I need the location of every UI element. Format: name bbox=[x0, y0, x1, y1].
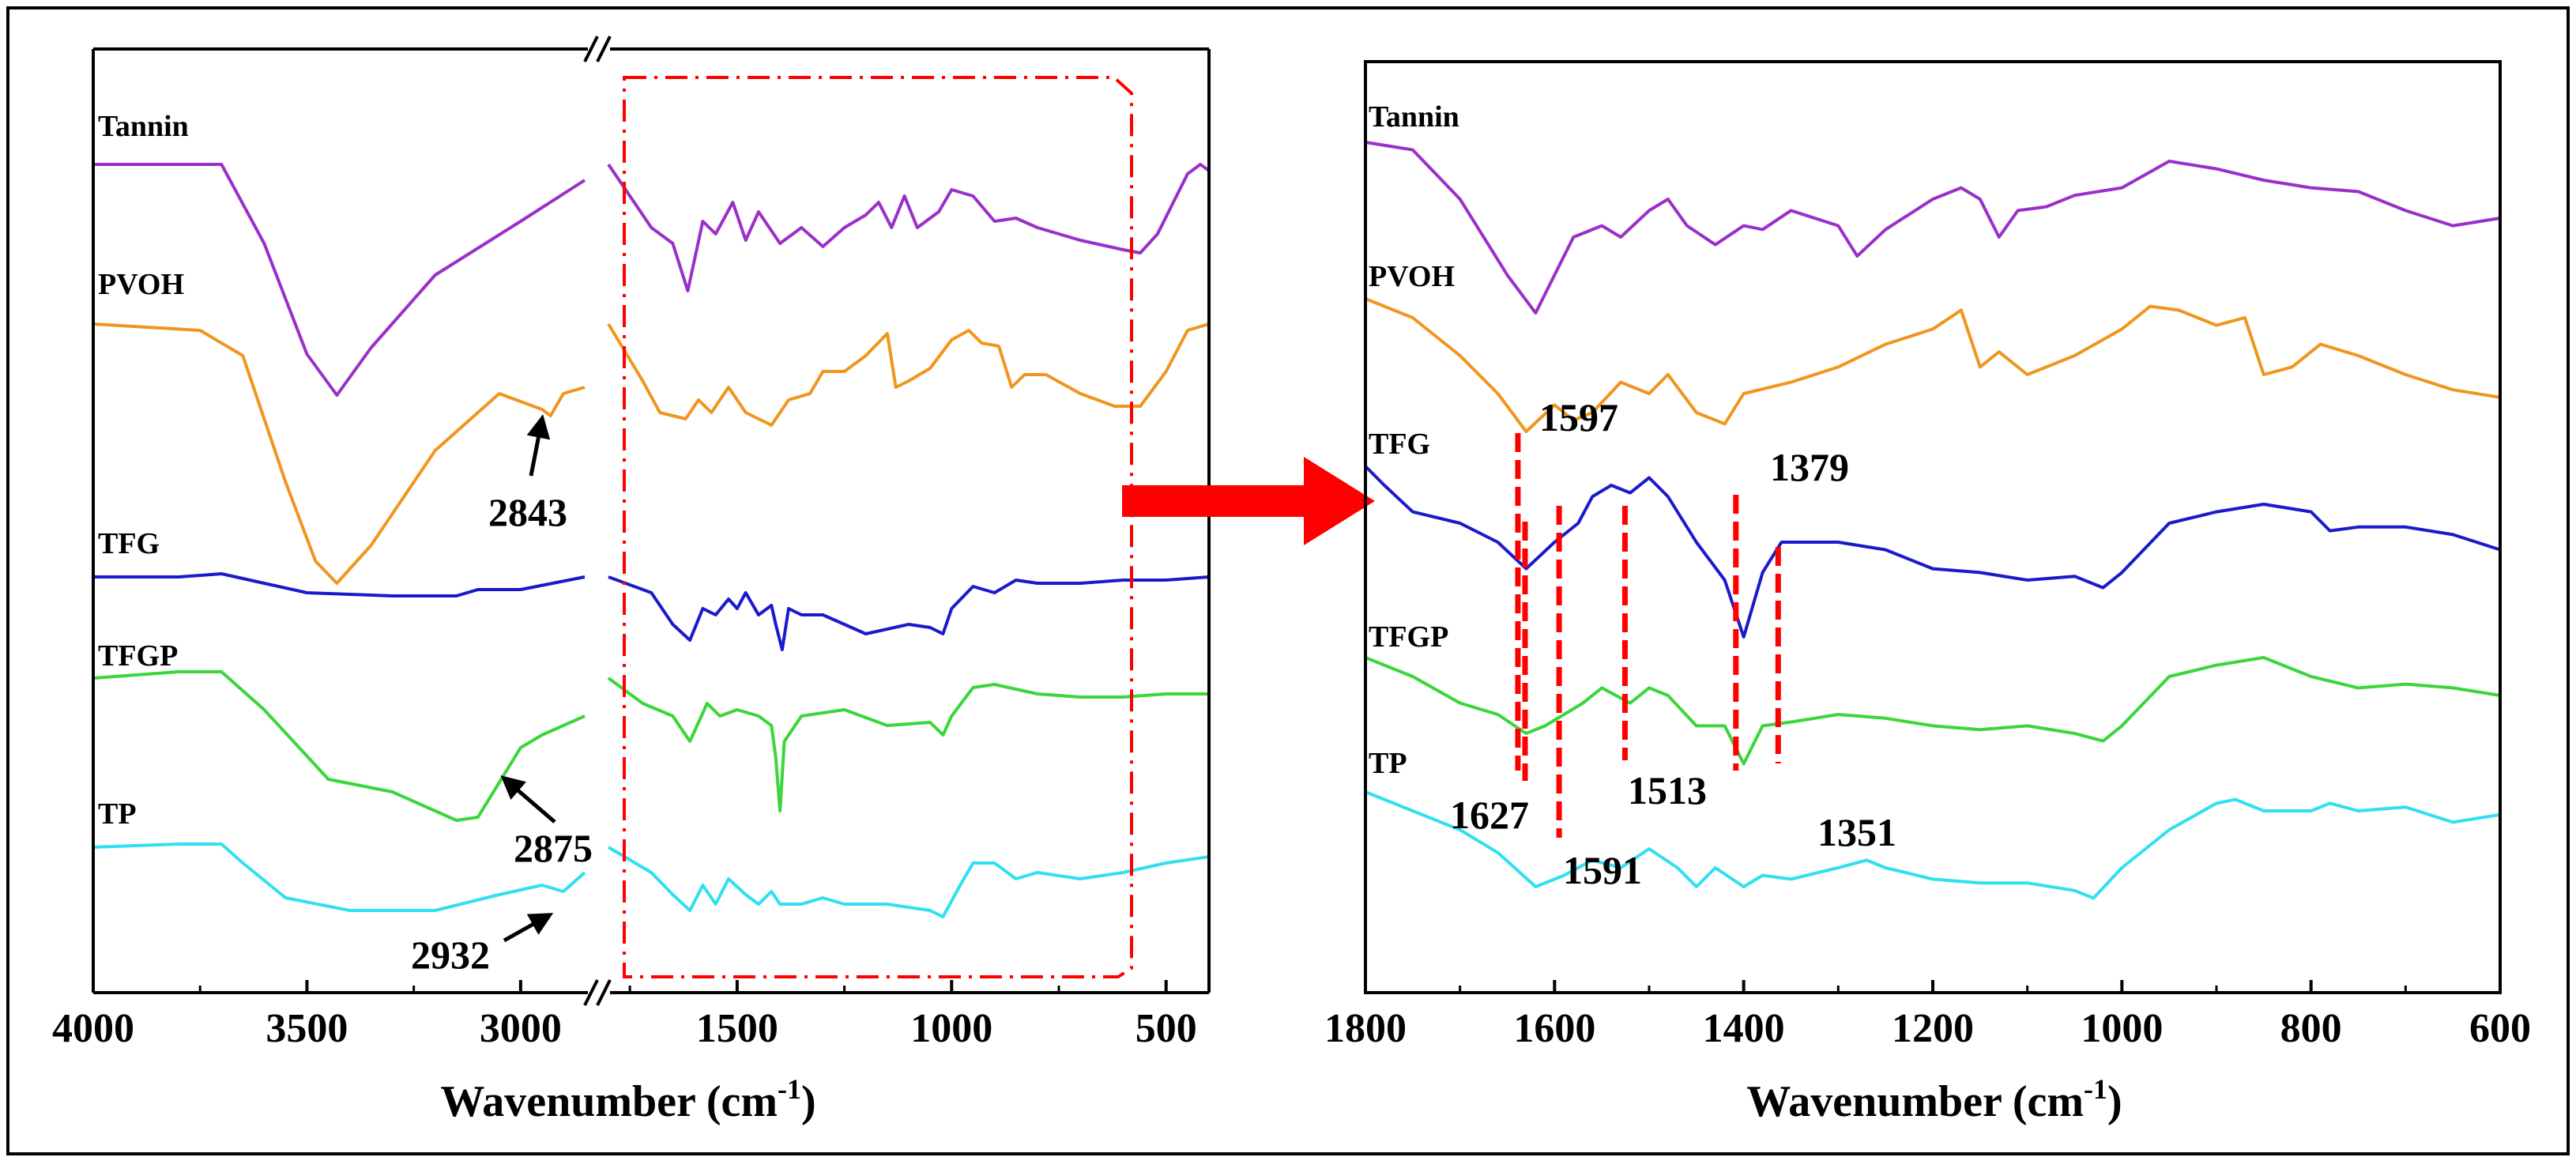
right-axes: 1800 1600 1400 1200 1000 800 600 bbox=[1324, 60, 2531, 1051]
left-x-tick-label-4000: 4000 bbox=[52, 1006, 134, 1051]
left-x-tick-label-3000: 3000 bbox=[480, 1006, 562, 1051]
axis-break-mark-bottom-0 bbox=[583, 979, 599, 1006]
zoom-arrow bbox=[1122, 457, 1375, 545]
left-annotation-arrow-2932 bbox=[503, 913, 554, 943]
axis-break-mark-bottom-1 bbox=[596, 979, 612, 1006]
left-series-line-pvoh-oh-region bbox=[92, 322, 586, 585]
left-series-label-tfgp: TFGP bbox=[98, 639, 178, 673]
left-series-label-tp: TP bbox=[98, 797, 137, 831]
zoom-arrow-head bbox=[1304, 457, 1375, 545]
peak-marker-label-1513: 1513 bbox=[1628, 768, 1707, 812]
outer-border bbox=[6, 6, 2570, 1155]
left-x-axis-title: Wavenumber (cm-1) bbox=[440, 1073, 815, 1126]
zoom-region-box bbox=[623, 76, 1133, 978]
left-series-line-tfgp-fingerprint bbox=[607, 677, 1209, 812]
axis-break-mark-top-1 bbox=[596, 36, 612, 62]
right-x-tick-label-1400: 1400 bbox=[1703, 1006, 1785, 1051]
right-x-tick-label-800: 800 bbox=[2280, 1006, 2342, 1051]
left-annotations: 2843 2875 2932 bbox=[411, 414, 593, 977]
right-series-line-tannin bbox=[1365, 141, 2501, 315]
left-axes: 4000 3500 3000 1500 1000 500 bbox=[52, 36, 1211, 1051]
left-annotation-2932: 2932 bbox=[411, 933, 490, 977]
left-x-axis-title-close: ) bbox=[801, 1077, 816, 1126]
right-series-group bbox=[1364, 141, 2501, 900]
right-series-line-tfgp bbox=[1365, 656, 2501, 766]
peak-marker-label-1379: 1379 bbox=[1770, 445, 1849, 489]
peak-marker-label-1627: 1627 bbox=[1450, 793, 1529, 837]
right-plot-frame bbox=[1364, 60, 2502, 994]
right-panel: 1627 1597 1591 1513 1379 1351 1800 1600 1400 120… bbox=[1324, 60, 2531, 1126]
right-series-line-tfg bbox=[1364, 465, 2501, 639]
right-series-label-tfg: TFG bbox=[1369, 428, 1430, 461]
right-series-line-pvoh bbox=[1365, 297, 2501, 433]
axis-break-mark-top-0 bbox=[583, 36, 599, 62]
left-annotation-2843: 2843 bbox=[488, 490, 567, 534]
right-series-line-tp bbox=[1365, 790, 2501, 900]
left-series-line-tfg-oh-region bbox=[93, 572, 586, 597]
peak-marker-label-1351: 1351 bbox=[1817, 810, 1896, 854]
peak-marker-label-1591: 1591 bbox=[1563, 848, 1642, 892]
left-series-line-tp-oh-region bbox=[92, 842, 586, 912]
right-x-tick-label-600: 600 bbox=[2469, 1006, 2531, 1051]
right-x-axis-title-close: ) bbox=[2107, 1077, 2122, 1126]
right-x-axis-title: Wavenumber (cm-1) bbox=[1746, 1073, 2122, 1126]
right-x-tick-label-1600: 1600 bbox=[1513, 1006, 1595, 1051]
left-series-line-pvoh-fingerprint bbox=[607, 322, 1210, 427]
zoom-arrow-shaft bbox=[1122, 485, 1308, 517]
right-series-label-tp: TP bbox=[1369, 747, 1407, 780]
left-annotation-arrow-2843 bbox=[526, 414, 551, 477]
left-x-tick-label-1500: 1500 bbox=[696, 1006, 778, 1051]
right-series-label-tfgp: TFGP bbox=[1369, 620, 1448, 654]
left-panel: 4000 3500 3000 1500 1000 500 Tannin PVOH TFG TFG… bbox=[52, 36, 1211, 1126]
right-x-tick-label-1000: 1000 bbox=[2081, 1006, 2163, 1051]
left-series-line-tannin-oh-region bbox=[93, 163, 586, 397]
left-series-line-tp-fingerprint bbox=[607, 846, 1210, 918]
left-x-tick-label-1000: 1000 bbox=[910, 1006, 992, 1051]
right-x-tick-label-1200: 1200 bbox=[1892, 1006, 1974, 1051]
right-series-label-pvoh: PVOH bbox=[1369, 260, 1455, 293]
left-x-axis-title-main: Wavenumber (cm bbox=[440, 1077, 778, 1126]
left-series-line-tfgp-oh-region bbox=[92, 670, 586, 822]
left-annotation-arrow-2875 bbox=[500, 775, 556, 824]
left-series-line-tannin-fingerprint bbox=[607, 163, 1211, 292]
right-series-label-tannin: Tannin bbox=[1369, 100, 1459, 134]
left-x-axis-title-sup: -1 bbox=[778, 1073, 801, 1105]
left-x-tick-label-500: 500 bbox=[1135, 1006, 1197, 1051]
right-x-tick-label-1800: 1800 bbox=[1324, 1006, 1407, 1051]
right-x-axis-title-main: Wavenumber (cm bbox=[1746, 1077, 2084, 1126]
left-series-label-tannin: Tannin bbox=[98, 110, 189, 143]
peak-markers: 1627 1597 1591 1513 1379 1351 bbox=[1450, 395, 1896, 892]
left-x-tick-label-3500: 3500 bbox=[266, 1006, 348, 1051]
left-series-labels: Tannin PVOH TFG TFGP TP bbox=[98, 110, 189, 831]
left-series-label-pvoh: PVOH bbox=[98, 268, 184, 301]
left-series-line-tfg-fingerprint bbox=[608, 575, 1210, 651]
left-series-label-tfg: TFG bbox=[98, 527, 160, 560]
right-series-labels: Tannin PVOH TFG TFGP TP bbox=[1369, 100, 1459, 780]
zoom-region-outline bbox=[623, 76, 1133, 978]
peak-marker-label-1597: 1597 bbox=[1539, 395, 1618, 439]
left-series-group bbox=[92, 163, 1211, 918]
right-x-axis-title-sup: -1 bbox=[2084, 1073, 2107, 1105]
left-annotation-2875: 2875 bbox=[514, 826, 593, 870]
